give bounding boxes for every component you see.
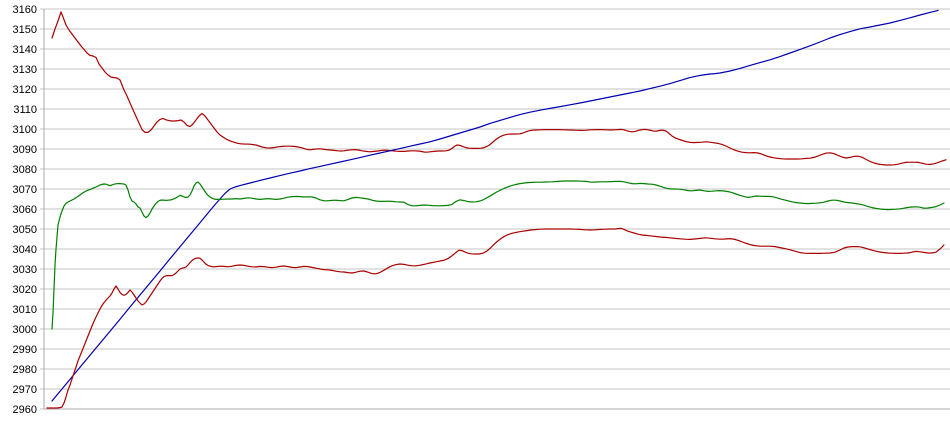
y-axis-label: 3010 [13, 304, 37, 316]
y-axis-label: 3030 [13, 264, 37, 276]
y-axis-labels: 3160 3150 3140 3130 3120 3110 3100 3090 3080 3070… [13, 4, 37, 416]
series-lines [46, 9, 947, 409]
gridlines [44, 8, 950, 410]
y-axis-label: 3020 [13, 284, 37, 296]
y-axis-label: 2990 [13, 344, 37, 356]
y-axis-label: 3060 [13, 204, 37, 216]
series-line-lower-band-red [46, 227, 945, 409]
y-axis-label: 3040 [13, 244, 37, 256]
y-axis-label: 3000 [13, 324, 37, 336]
series-line-upper-band-red [51, 11, 947, 166]
y-axis-label: 3070 [13, 184, 37, 196]
y-axis-label: 3090 [13, 144, 37, 156]
series-line-mid-green [51, 180, 945, 330]
series-line-balance-blue [51, 9, 939, 402]
y-axis-label: 3120 [13, 84, 37, 96]
y-axis-label: 2960 [13, 404, 37, 416]
y-axis-label: 3080 [13, 164, 37, 176]
y-axis-label: 3130 [13, 64, 37, 76]
y-axis-label: 2980 [13, 364, 37, 376]
y-axis-label: 3100 [13, 124, 37, 136]
y-axis-label: 3110 [13, 104, 37, 116]
y-axis-ticks [40, 8, 44, 410]
y-axis-label: 3140 [13, 44, 37, 56]
y-axis-label: 3150 [13, 24, 37, 36]
y-axis-label: 2970 [13, 384, 37, 396]
y-axis-label: 3160 [13, 4, 37, 16]
y-axis-label: 3050 [13, 224, 37, 236]
axis-borders [43, 9, 950, 410]
